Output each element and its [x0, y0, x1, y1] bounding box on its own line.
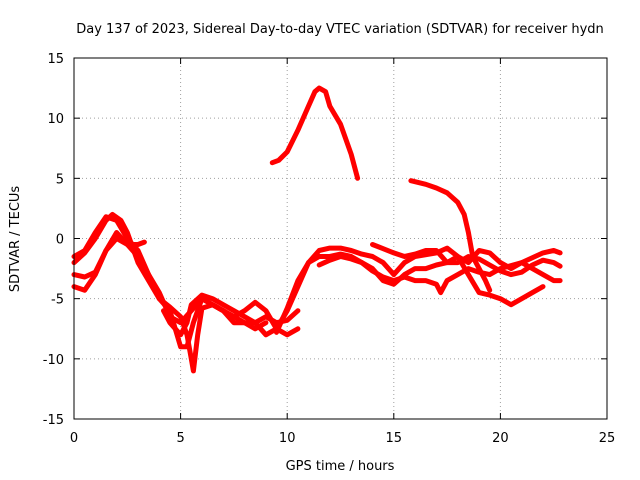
y-axis-label: SDTVAR / TECUs: [8, 186, 23, 293]
chart-title: Day 137 of 2023, Sidereal Day-to-day VTE…: [76, 22, 604, 37]
plot-frame: [73, 57, 608, 420]
x-tick-label: 25: [599, 431, 616, 446]
series-line-track-h: [370, 242, 546, 308]
x-tick-label: 0: [70, 431, 78, 446]
axis-ticks: 0 5 10 15 20 25 -15 -10 -5 0 5 10 15: [43, 52, 616, 446]
series-line-track-i: [269, 85, 361, 181]
series-line-track-b: [71, 214, 301, 350]
plot-area: [71, 85, 563, 374]
series-line-track-e: [161, 245, 563, 338]
x-axis-label: GPS time / hours: [286, 459, 395, 474]
x-tick-label: 20: [492, 431, 509, 446]
y-tick-label: -10: [43, 353, 64, 368]
x-tick-label: 5: [176, 431, 184, 446]
y-tick-label: 15: [47, 52, 64, 67]
y-tick-label: 10: [47, 112, 64, 127]
x-tick-label: 10: [279, 431, 296, 446]
series-line-track-a: [71, 211, 269, 374]
grid: [74, 58, 607, 419]
x-tick-label: 15: [386, 431, 403, 446]
y-tick-label: -5: [51, 293, 64, 308]
series-line-track-j: [408, 178, 493, 293]
y-tick-label: 5: [56, 172, 64, 187]
series-line-track-g: [316, 254, 563, 296]
series-line-track-d: [71, 236, 147, 293]
series-line-track-f: [274, 251, 563, 335]
y-tick-label: -15: [43, 413, 64, 428]
y-tick-label: 0: [56, 233, 64, 248]
